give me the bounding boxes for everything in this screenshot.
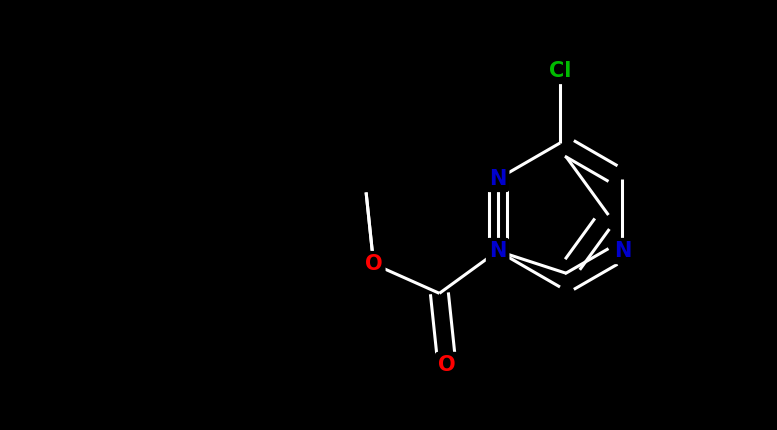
- Text: Cl: Cl: [549, 61, 571, 81]
- Text: O: O: [438, 355, 456, 375]
- Text: N: N: [489, 241, 507, 261]
- Text: N: N: [614, 241, 631, 261]
- Text: N: N: [489, 169, 507, 189]
- Text: O: O: [365, 254, 382, 274]
